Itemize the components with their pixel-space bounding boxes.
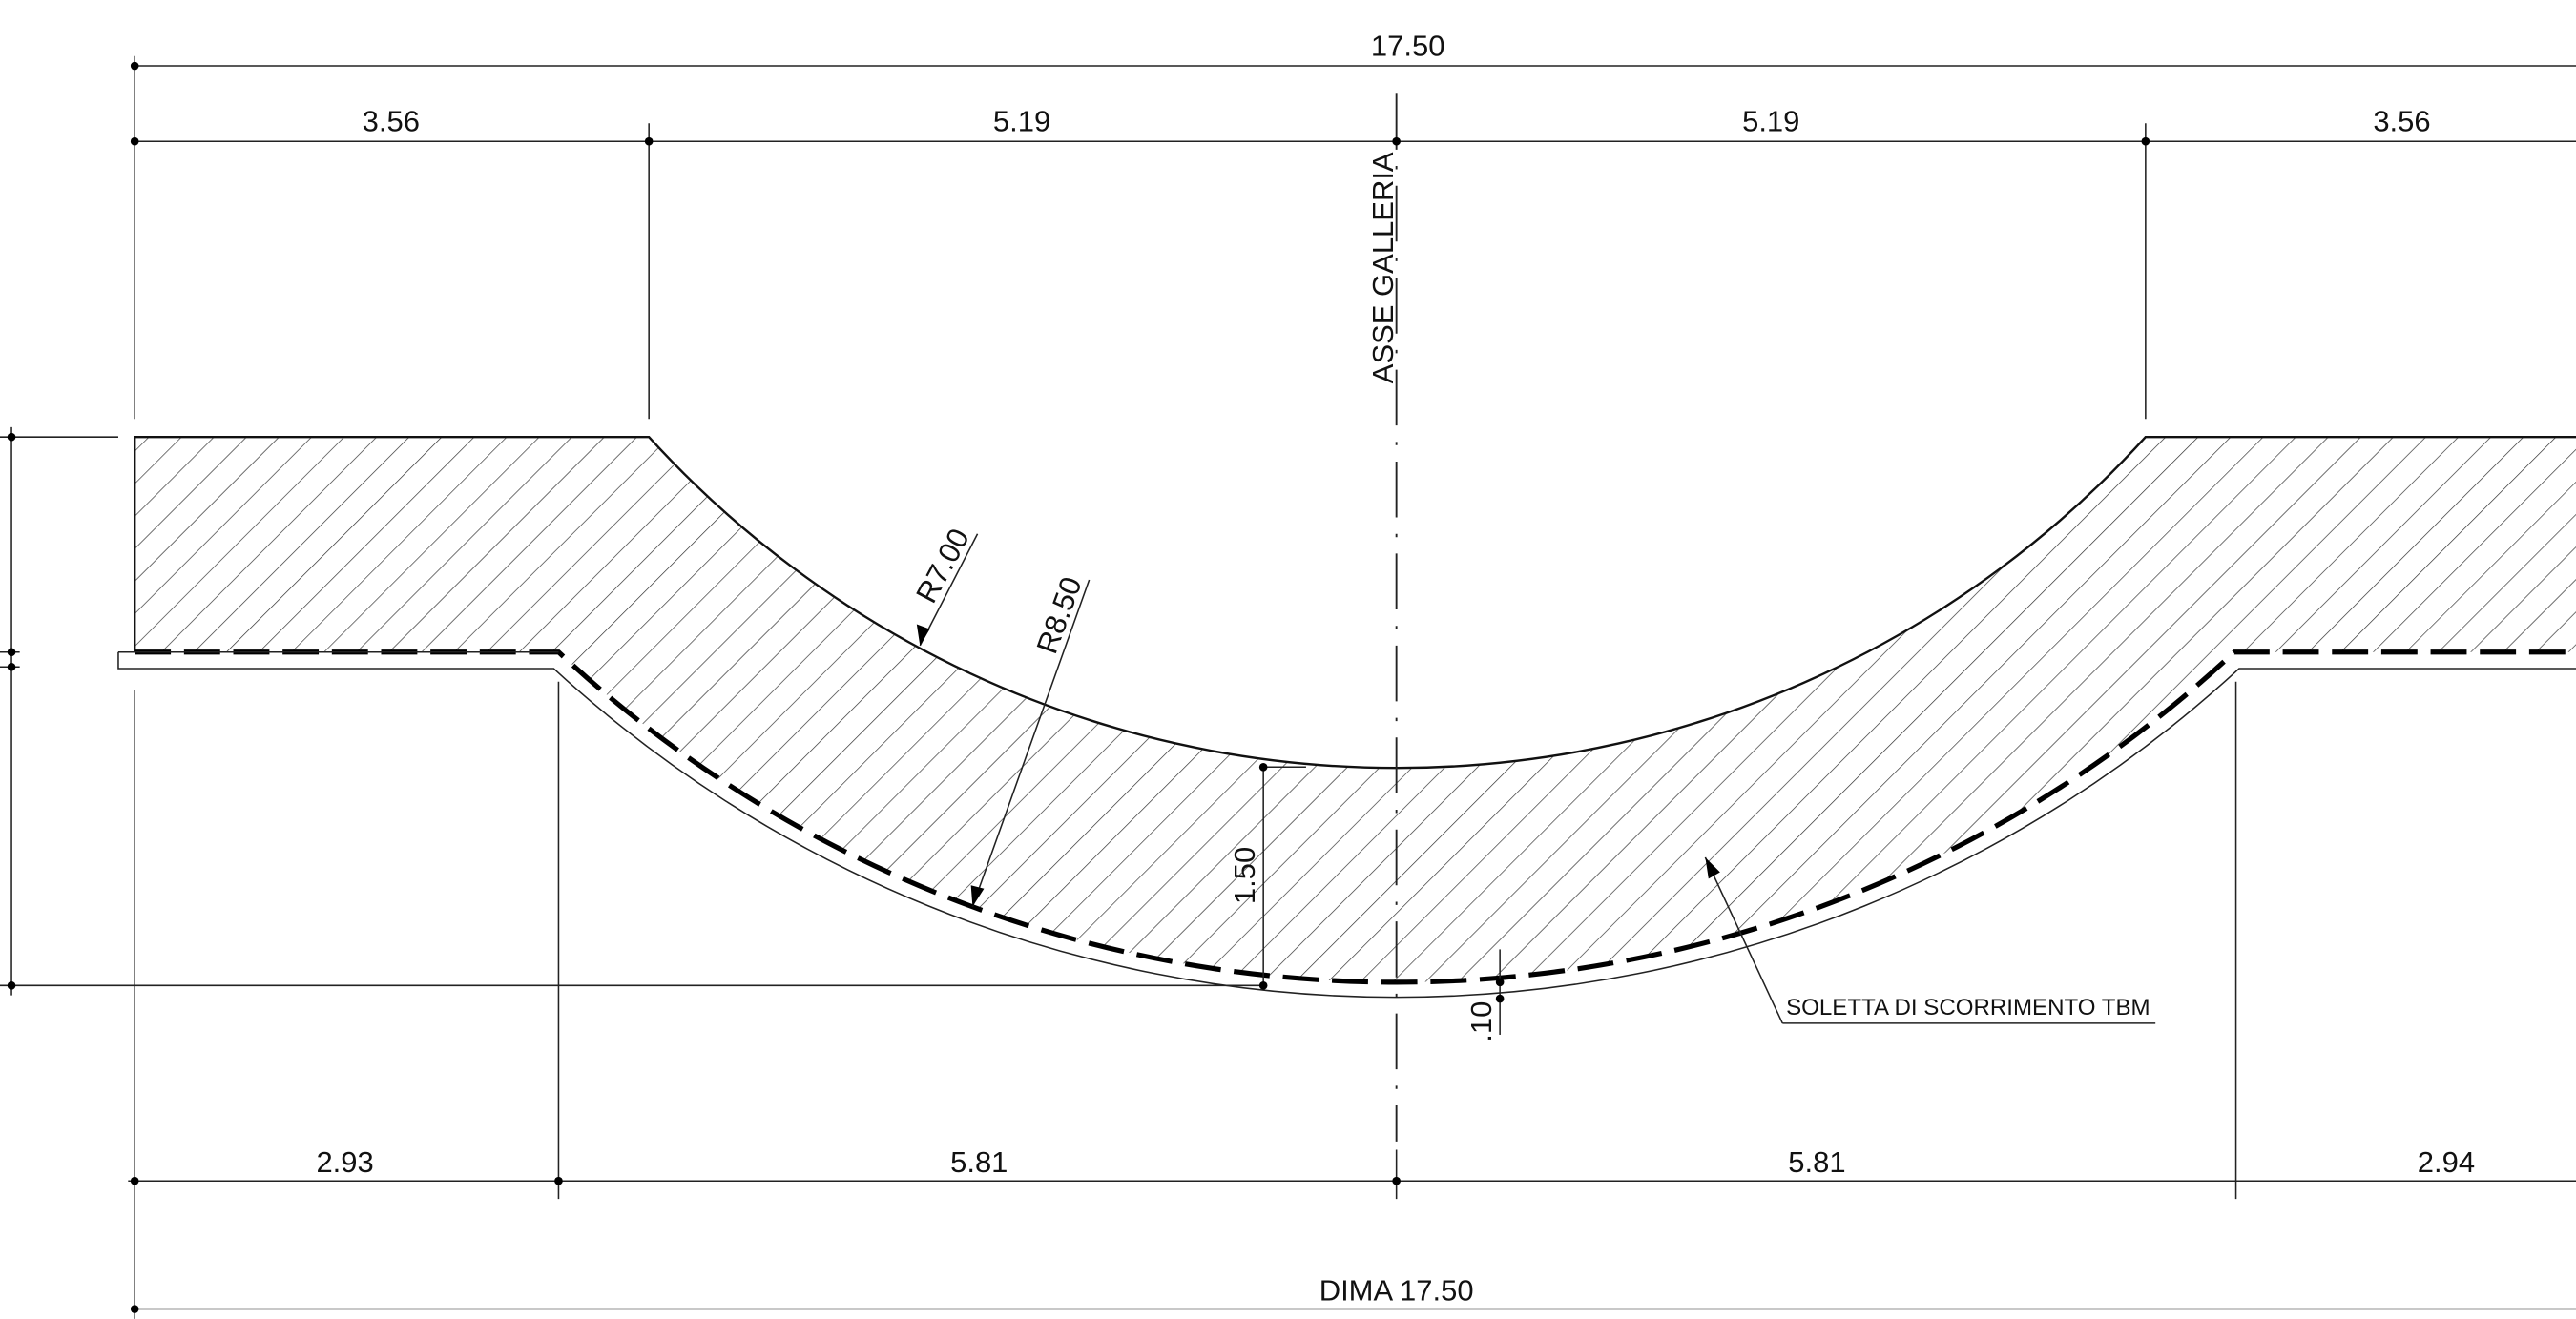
section <box>117 435 2576 999</box>
dimension-dot <box>1495 978 1505 987</box>
dimension-label: R7.00 <box>909 523 976 608</box>
slab-bottom-dashed <box>135 649 2576 985</box>
dimension-label: 5.81 <box>1788 1145 1845 1179</box>
dimension-dot <box>1258 981 1268 990</box>
dimension-label: 3.56 <box>363 104 420 137</box>
dimension-label: 3.56 <box>2373 104 2430 137</box>
axis-label: ASSE GALLERIA <box>1366 152 1400 383</box>
dimension-dot <box>554 1176 563 1185</box>
dimension-label: 1.50 <box>1228 847 1261 904</box>
axis: ASSE GALLERIA <box>1366 93 1400 1142</box>
leaders <box>919 533 2156 1024</box>
dimension-dot <box>130 136 139 146</box>
outer-layer <box>117 650 2576 999</box>
dimension-dot <box>1392 1176 1401 1185</box>
dimensions-top: 17.50 3.56 5.19 5.19 3.56 <box>130 29 2576 420</box>
dimension-dot <box>7 648 16 657</box>
dimension-label: .10 <box>1465 1001 1498 1042</box>
hatched-slab <box>135 437 2576 982</box>
dimension-label: 2.93 <box>316 1145 373 1179</box>
dimension-dot <box>7 662 16 671</box>
dimensions-left: 1.50 .10 <box>0 426 1505 1042</box>
dimension-dot <box>130 1305 139 1313</box>
dimension-label: 5.19 <box>1742 104 1799 137</box>
dimension-label: R8.50 <box>1030 572 1089 658</box>
dimension-dot <box>130 61 139 71</box>
dimension-label: 5.19 <box>993 104 1050 137</box>
dimension-dot <box>130 1176 139 1185</box>
dimensions-bottom: 2.93 5.81 5.81 2.94 DIMA 17.50 <box>128 681 2576 1319</box>
dimension-dot <box>1258 762 1268 772</box>
dimension-dot <box>1495 994 1505 1003</box>
dim-lines <box>134 55 2576 420</box>
dimension-label: 5.81 <box>950 1145 1008 1179</box>
dimension-dot <box>644 136 654 146</box>
dimension-label: 2.94 <box>2418 1145 2475 1179</box>
slab-top <box>133 435 2576 770</box>
dimension-dot <box>7 981 16 990</box>
dim-lines <box>128 681 2576 1319</box>
dimension-label: DIMA 17.50 <box>1319 1273 1474 1307</box>
depth-dim <box>1262 766 1306 986</box>
dimension-dot <box>1392 136 1401 146</box>
dimension-label: SOLETTA DI SCORRIMENTO TBM <box>1786 995 2150 1020</box>
dimension-dot <box>7 432 16 442</box>
dimension-dot <box>2141 136 2150 146</box>
dimension-label: 17.50 <box>1371 29 1445 62</box>
